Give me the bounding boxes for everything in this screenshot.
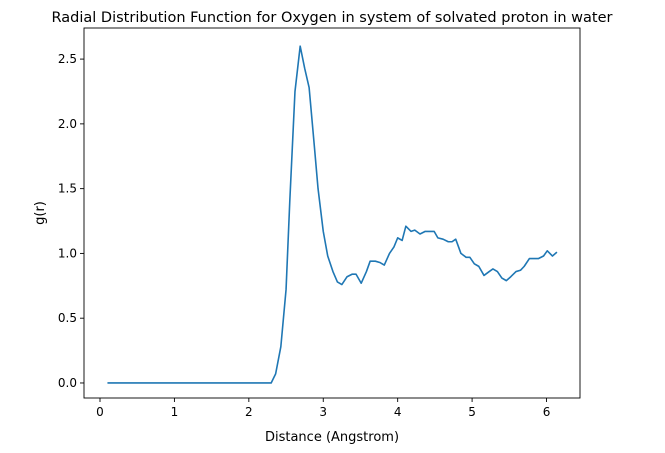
y-axis-label: g(r): [33, 201, 48, 225]
x-tick-label: 6: [543, 405, 551, 419]
y-tick-label: 1.5: [58, 182, 77, 196]
x-tick-label: 0: [96, 405, 104, 419]
x-tick-label: 5: [468, 405, 476, 419]
y-tick-label: 0.0: [58, 376, 77, 390]
x-tick-label: 4: [394, 405, 402, 419]
x-tick-label: 2: [245, 405, 253, 419]
y-tick-label: 1.0: [58, 246, 77, 260]
plot-frame: [83, 27, 581, 399]
data-line: [107, 45, 558, 384]
y-tick-label: 2.0: [58, 117, 77, 131]
y-tick-label: 0.5: [58, 311, 77, 325]
x-axis-label: Distance (Angstrom): [265, 430, 399, 445]
x-tick-label: 3: [319, 405, 327, 419]
chart-title: Radial Distribution Function for Oxygen …: [52, 10, 613, 26]
y-tick-label: 2.5: [58, 52, 77, 66]
x-tick-label: 1: [171, 405, 179, 419]
